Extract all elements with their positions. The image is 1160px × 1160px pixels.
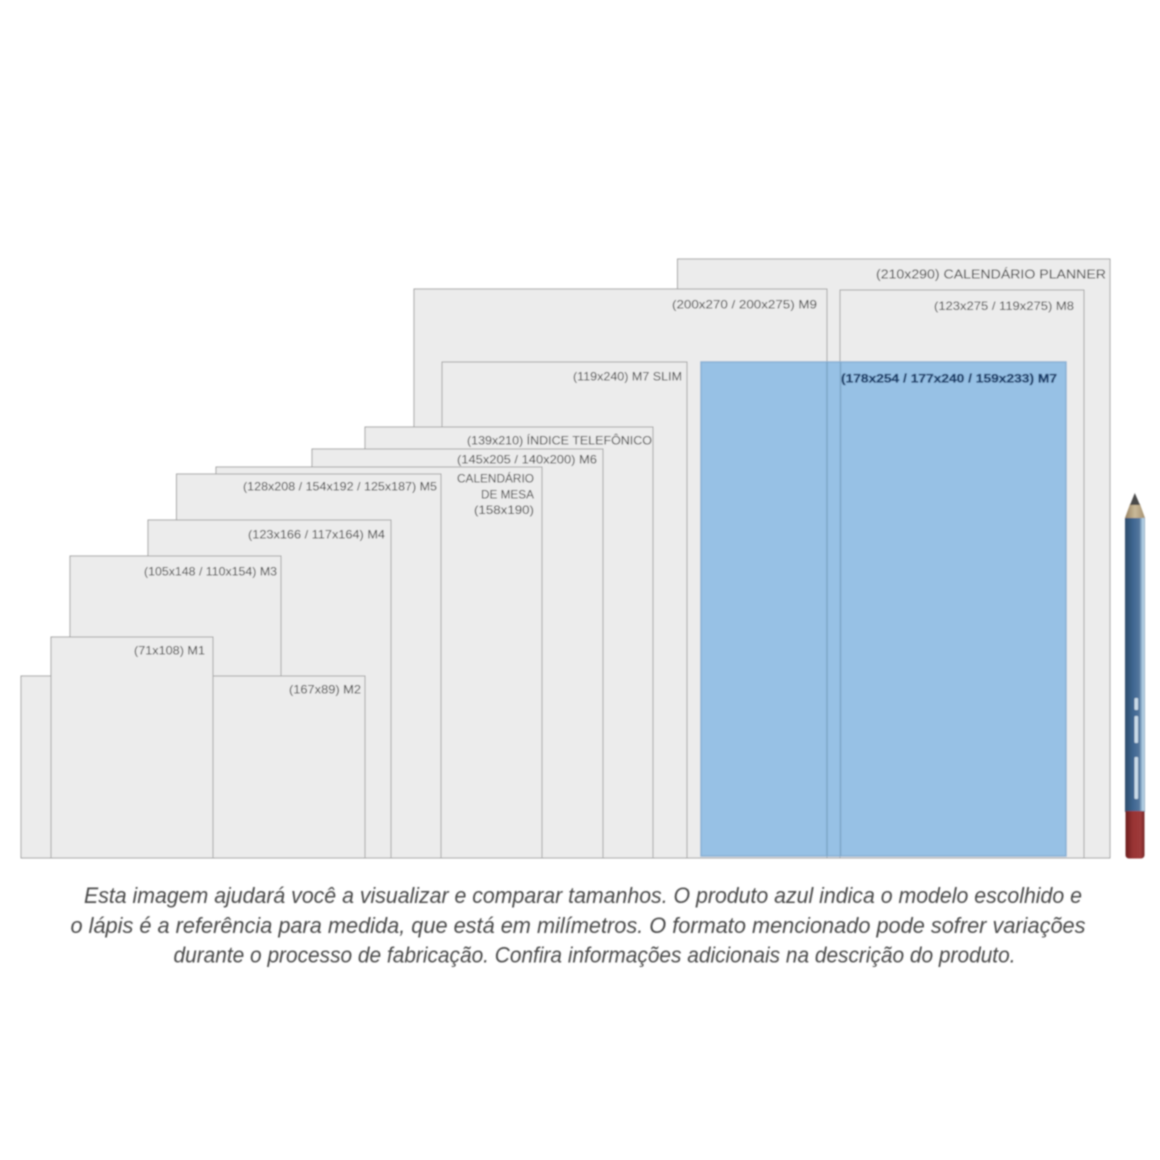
- svg-text:(210x290) CALENDÁRIO PLANNER: (210x290) CALENDÁRIO PLANNER: [876, 267, 1106, 282]
- svg-text:(123x275 / 119x275) M8: (123x275 / 119x275) M8: [934, 299, 1074, 313]
- svg-text:Esta imagem ajudará você a vis: Esta imagem ajudará você a visualizar e …: [84, 883, 1082, 908]
- svg-text:(105x148 / 110x154) M3: (105x148 / 110x154) M3: [144, 565, 277, 579]
- svg-text:(200x270 / 200x275) M9: (200x270 / 200x275) M9: [672, 298, 817, 312]
- svg-text:o lápis é a referência para me: o lápis é a referência para medida, que …: [71, 913, 1086, 938]
- svg-text:(123x166 / 117x164) M4: (123x166 / 117x164) M4: [248, 528, 385, 542]
- svg-text:DE MESA: DE MESA: [481, 488, 534, 502]
- svg-text:durante o processo de fabricaç: durante o processo de fabricação. Confir…: [174, 943, 1016, 968]
- svg-text:(128x208 / 154x192 / 125x187): (128x208 / 154x192 / 125x187) M5: [243, 480, 437, 494]
- svg-text:(119x240) M7 SLIM: (119x240) M7 SLIM: [573, 370, 682, 384]
- svg-text:(167x89) M2: (167x89) M2: [289, 683, 361, 697]
- svg-text:(178x254 / 177x240 / 159x233): (178x254 / 177x240 / 159x233) M7: [841, 372, 1057, 386]
- svg-text:(145x205 / 140x200) M6: (145x205 / 140x200) M6: [457, 453, 597, 467]
- svg-text:(158x190): (158x190): [474, 503, 534, 517]
- svg-text:CALENDÁRIO: CALENDÁRIO: [457, 471, 534, 486]
- svg-text:(139x210) ÍNDICE TELEFÔNICO: (139x210) ÍNDICE TELEFÔNICO: [467, 433, 652, 448]
- svg-text:(71x108) M1: (71x108) M1: [134, 644, 205, 658]
